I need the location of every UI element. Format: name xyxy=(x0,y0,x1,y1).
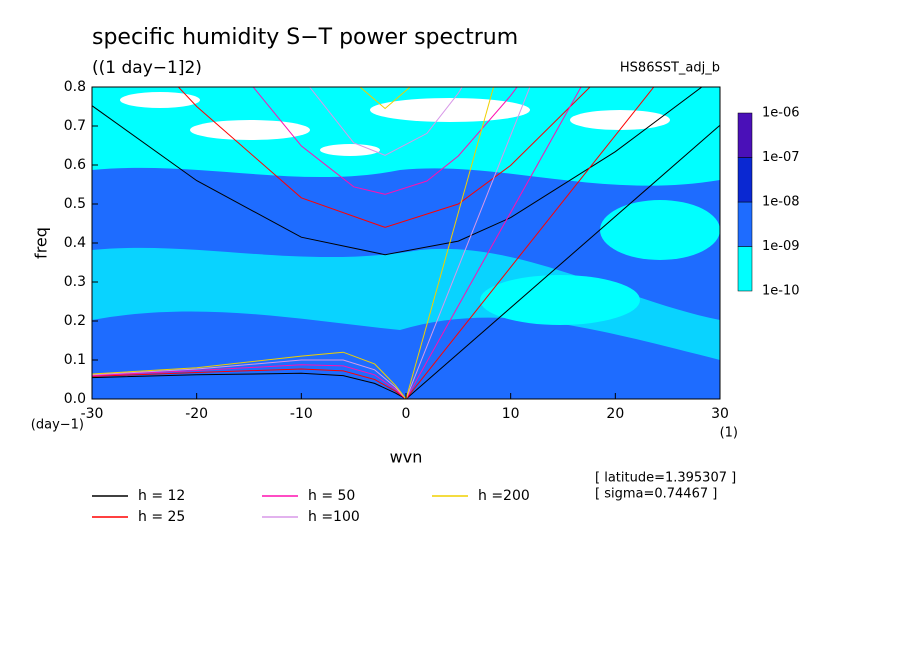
dispersion-curve xyxy=(252,87,518,195)
colorbar-swatch xyxy=(737,112,753,158)
dispersion-curve xyxy=(92,359,407,399)
x-tick-label: 30 xyxy=(711,406,729,422)
y-axis-label: freq xyxy=(32,227,51,259)
contour-field xyxy=(92,87,720,399)
y-tick-label: 0.5 xyxy=(64,196,86,212)
legend-label: h = 25 xyxy=(138,509,185,525)
legend-label: h = 12 xyxy=(138,488,185,504)
note: [ sigma=0.74467 ] xyxy=(595,487,717,502)
x-tick-label: -30 xyxy=(81,406,104,422)
x-tick-label: 10 xyxy=(502,406,520,422)
y-tick-label: 0.1 xyxy=(64,352,86,368)
colorbar-label: 1e-06 xyxy=(762,106,800,121)
note: [ latitude=1.395307 ] xyxy=(595,471,736,486)
chart-title: specific humidity S−T power spectrum xyxy=(92,25,518,50)
dispersion-curve xyxy=(92,87,703,256)
dispersion-curve xyxy=(405,87,582,399)
x-axis-label: wvn xyxy=(390,448,423,467)
dispersion-curves xyxy=(92,87,720,399)
chart-subtitle: ((1 day−1]2) xyxy=(92,58,202,78)
dispersion-curve xyxy=(405,87,655,399)
dispersion-curve xyxy=(92,351,407,399)
dispersion-curve xyxy=(92,368,407,399)
y-tick-label: 0.0 xyxy=(64,391,86,407)
y-unit: (day−1) xyxy=(31,418,84,433)
dispersion-curve xyxy=(405,87,531,399)
x-tick-label: -10 xyxy=(290,406,313,422)
dispersion-curve xyxy=(92,372,407,399)
dispersion-curve xyxy=(177,87,591,228)
legend-label: h =200 xyxy=(478,488,530,504)
colorbar-label: 1e-10 xyxy=(762,284,800,299)
y-tick-label: 0.8 xyxy=(64,79,86,95)
y-tick-label: 0.6 xyxy=(64,157,86,173)
x-tick-label: -20 xyxy=(185,406,208,422)
y-tick-label: 0.4 xyxy=(64,235,86,251)
x-unit: (1) xyxy=(720,426,738,441)
colorbar-label: 1e-09 xyxy=(762,239,800,254)
y-tick-label: 0.2 xyxy=(64,313,86,329)
colorbar-swatch xyxy=(737,246,753,292)
dispersion-curve xyxy=(92,364,407,399)
y-tick-label: 0.3 xyxy=(64,274,86,290)
x-tick-label: 0 xyxy=(402,406,411,422)
legend-label: h = 50 xyxy=(308,488,355,504)
run-label: HS86SST_adj_b xyxy=(620,61,720,76)
y-tick-label: 0.7 xyxy=(64,118,86,134)
colorbar-label: 1e-08 xyxy=(762,195,800,210)
colorbar-swatch xyxy=(737,201,753,247)
colorbar-label: 1e-07 xyxy=(762,150,800,165)
legend-label: h =100 xyxy=(308,509,360,525)
dispersion-curve xyxy=(405,87,495,399)
x-tick-label: 20 xyxy=(606,406,624,422)
dispersion-curve xyxy=(405,124,720,399)
colorbar-swatch xyxy=(737,157,753,203)
dispersion-curve xyxy=(359,87,411,110)
